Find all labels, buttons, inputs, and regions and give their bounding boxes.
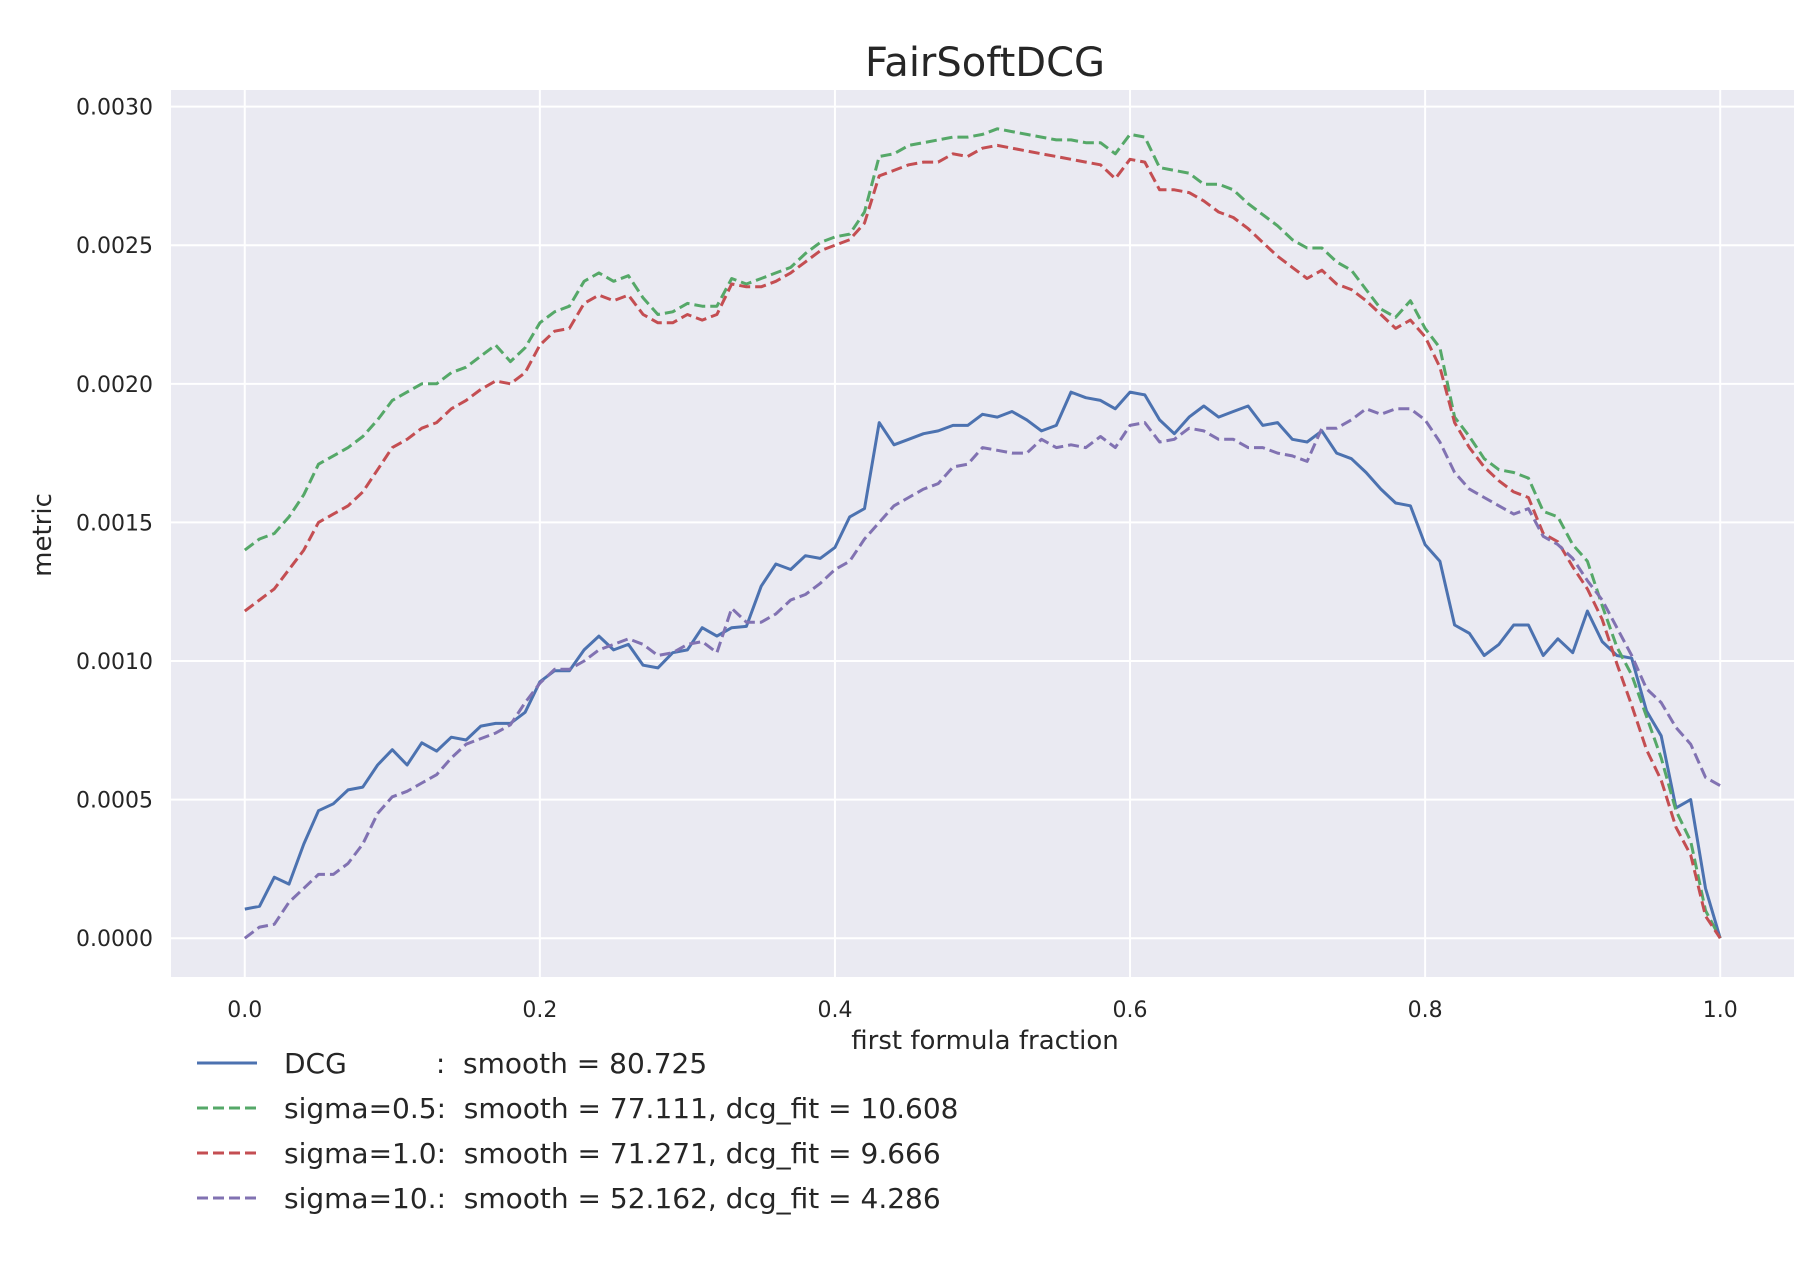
y-tick-label: 0.0010 bbox=[76, 650, 153, 675]
series-line-1 bbox=[243, 127, 1722, 939]
y-axis-label: metric bbox=[28, 493, 58, 577]
legend-entry-1: sigma=0.5: smooth = 77.111, dcg_fit = 10… bbox=[284, 1092, 958, 1125]
x-tick-labels: 0.0 0.2 0.4 0.6 0.8 1.0 bbox=[227, 998, 1737, 1023]
legend-entry-2: sigma=1.0: smooth = 71.271, dcg_fit = 9.… bbox=[284, 1137, 941, 1170]
x-tick-label: 0.2 bbox=[522, 998, 557, 1023]
x-tick-label: 0.0 bbox=[227, 998, 262, 1023]
y-tick-label: 0.0000 bbox=[76, 927, 153, 952]
y-tick-labels: 0.0000 0.0005 0.0010 0.0015 0.0020 0.0025 0.00… bbox=[76, 96, 153, 953]
x-tick-label: 0.6 bbox=[1113, 998, 1148, 1023]
x-axis-label: first formula fraction bbox=[851, 1026, 1118, 1056]
y-tick-label: 0.0025 bbox=[76, 234, 153, 259]
plot-area bbox=[171, 90, 1794, 977]
series-lines bbox=[243, 127, 1722, 940]
gridlines bbox=[171, 90, 1794, 977]
x-tick-label: 1.0 bbox=[1703, 998, 1738, 1023]
y-tick-label: 0.0020 bbox=[76, 373, 153, 398]
y-tick-label: 0.0015 bbox=[76, 511, 153, 536]
x-tick-label: 0.4 bbox=[817, 998, 852, 1023]
legend: DCG : smooth = 80.725 sigma=0.5: smooth =… bbox=[197, 1047, 958, 1215]
series-line-0 bbox=[244, 390, 1722, 939]
chart-title: FairSoftDCG bbox=[865, 40, 1105, 86]
series-line-3 bbox=[243, 407, 1721, 940]
y-tick-label: 0.0030 bbox=[76, 96, 153, 121]
y-tick-label: 0.0005 bbox=[76, 789, 153, 814]
x-tick-label: 0.8 bbox=[1408, 998, 1443, 1023]
legend-entry-0: DCG : smooth = 80.725 bbox=[284, 1047, 707, 1080]
series-line-2 bbox=[243, 143, 1722, 940]
legend-entry-3: sigma=10.: smooth = 52.162, dcg_fit = 4.… bbox=[284, 1182, 941, 1215]
